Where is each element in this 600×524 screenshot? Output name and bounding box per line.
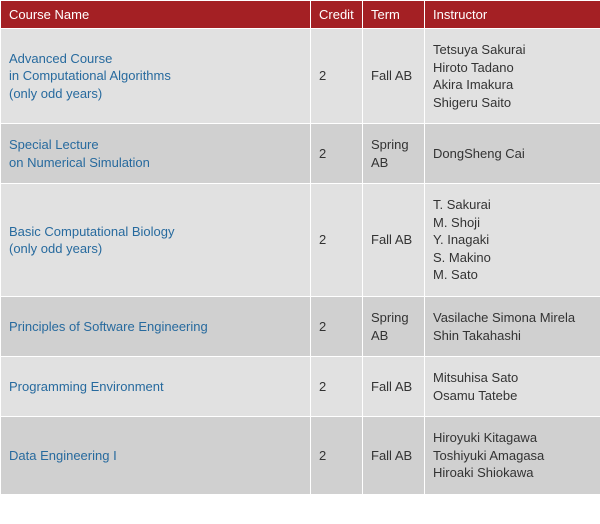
- table-row: Data Engineering I 2Fall ABHiroyuki Kitag…: [1, 417, 600, 495]
- cell-instructor: DongSheng Cai: [425, 124, 600, 184]
- col-header-term: Term: [363, 1, 425, 29]
- table-header: Course Name Credit Term Instructor: [1, 1, 600, 29]
- cell-course-name: Principles of Software Engineering: [1, 297, 311, 357]
- cell-credit: 2: [311, 124, 363, 184]
- col-header-credit: Credit: [311, 1, 363, 29]
- cell-course-name: Advanced Coursein Computational Algorith…: [1, 29, 311, 124]
- cell-term: Fall AB: [363, 184, 425, 297]
- cell-instructor: Hiroyuki KitagawaToshiyuki AmagasaHiroak…: [425, 417, 600, 495]
- cell-course-name: Data Engineering I: [1, 417, 311, 495]
- cell-instructor: Vasilache Simona MirelaShin Takahashi: [425, 297, 600, 357]
- cell-credit: 2: [311, 184, 363, 297]
- cell-instructor: T. SakuraiM. ShojiY. InagakiS. MakinoM. …: [425, 184, 600, 297]
- cell-term: Spring AB: [363, 124, 425, 184]
- course-table: Course Name Credit Term Instructor Advan…: [0, 0, 600, 495]
- cell-term: Fall AB: [363, 417, 425, 495]
- cell-instructor: Tetsuya SakuraiHiroto TadanoAkira Imakur…: [425, 29, 600, 124]
- cell-credit: 2: [311, 29, 363, 124]
- col-header-course-name: Course Name: [1, 1, 311, 29]
- col-header-instructor: Instructor: [425, 1, 600, 29]
- cell-credit: 2: [311, 417, 363, 495]
- table-body: Advanced Coursein Computational Algorith…: [1, 29, 600, 495]
- cell-term: Fall AB: [363, 357, 425, 417]
- cell-course-name: Programming Environment: [1, 357, 311, 417]
- course-link[interactable]: Advanced Coursein Computational Algorith…: [9, 51, 171, 101]
- cell-credit: 2: [311, 357, 363, 417]
- table-row: Basic Computational Biology(only odd yea…: [1, 184, 600, 297]
- cell-credit: 2: [311, 297, 363, 357]
- cell-term: Spring AB: [363, 297, 425, 357]
- course-link[interactable]: Programming Environment: [9, 379, 164, 394]
- course-link[interactable]: Basic Computational Biology(only odd yea…: [9, 224, 174, 257]
- cell-instructor: Mitsuhisa SatoOsamu Tatebe: [425, 357, 600, 417]
- course-link[interactable]: Special Lectureon Numerical Simulation: [9, 137, 150, 170]
- course-link[interactable]: Data Engineering I: [9, 448, 117, 463]
- table-row: Principles of Software Engineering 2Sprin…: [1, 297, 600, 357]
- table-row: Advanced Coursein Computational Algorith…: [1, 29, 600, 124]
- course-link[interactable]: Principles of Software Engineering: [9, 319, 208, 334]
- table-row: Special Lectureon Numerical Simulation 2S…: [1, 124, 600, 184]
- cell-term: Fall AB: [363, 29, 425, 124]
- cell-course-name: Basic Computational Biology(only odd yea…: [1, 184, 311, 297]
- table-row: Programming Environment 2Fall ABMitsuhisa…: [1, 357, 600, 417]
- cell-course-name: Special Lectureon Numerical Simulation: [1, 124, 311, 184]
